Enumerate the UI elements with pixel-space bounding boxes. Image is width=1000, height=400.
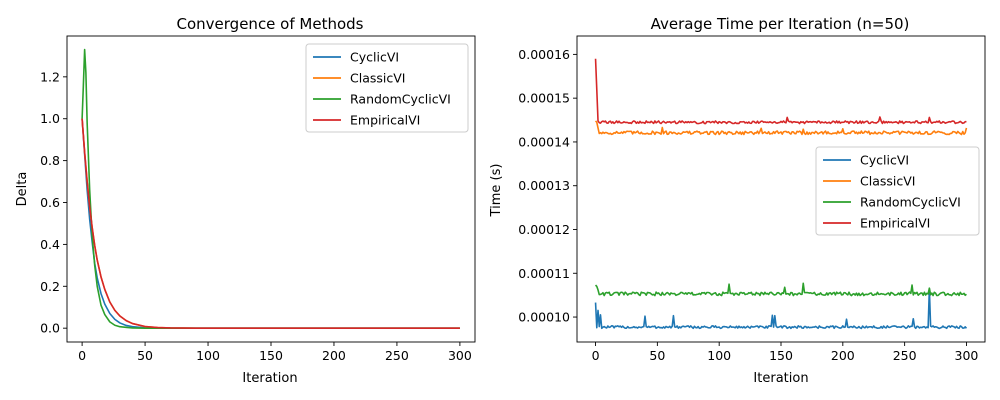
x-tick-label: 150 <box>259 348 283 363</box>
y-tick-label: 0.00012 <box>518 222 570 237</box>
x-tick-label: 100 <box>707 348 731 363</box>
y-tick-label: 1.0 <box>40 111 60 126</box>
chart-title: Convergence of Methods <box>177 15 364 33</box>
series-line-classicvi <box>594 120 968 136</box>
legend-label-randomcyclicvi: RandomCyclicVI <box>350 92 451 107</box>
series-line-randomcyclicvi <box>81 48 460 329</box>
x-tick-label: 150 <box>769 348 793 363</box>
legend-label-empiricalvi: EmpiricalVI <box>860 216 930 231</box>
x-tick-label: 50 <box>137 348 153 363</box>
chart-avg-time: Average Time per Iteration (n=50) 0 50 100… <box>489 15 986 386</box>
x-tick-label: 250 <box>893 348 917 363</box>
x-tick-label: 200 <box>322 348 346 363</box>
x-tick-label: 250 <box>385 348 409 363</box>
legend: CyclicVI ClassicVI RandomCyclicVI Empirical… <box>815 146 980 236</box>
y-tick-label: 0.6 <box>40 195 60 210</box>
x-axis-label: Iteration <box>753 371 808 386</box>
legend: CyclicVI ClassicVI RandomCyclicVI Empirical… <box>305 43 469 133</box>
y-axis-label: Delta <box>15 172 30 207</box>
y-tick-label: 0.00015 <box>518 91 570 106</box>
x-tick-label: 300 <box>955 348 979 363</box>
series-line-classicvi <box>81 118 460 329</box>
x-tick-label: 300 <box>448 348 472 363</box>
legend-label-classicvi: ClassicVI <box>350 71 405 86</box>
legend-label-cyclicvi: CyclicVI <box>860 153 909 168</box>
series-line-empiricalvi <box>81 118 460 329</box>
y-tick-label: 0.00010 <box>518 310 570 325</box>
x-tick-label: 200 <box>831 348 855 363</box>
legend-frame <box>305 43 469 133</box>
chart-title: Average Time per Iteration (n=50) <box>651 15 910 33</box>
legend-frame <box>815 146 980 236</box>
y-tick-label: 0.00014 <box>518 134 570 149</box>
x-tick-label: 100 <box>196 348 220 363</box>
x-tick-label: 50 <box>649 348 665 363</box>
series-line-empiricalvi <box>594 58 967 125</box>
legend-label-empiricalvi: EmpiricalVI <box>350 113 420 128</box>
y-tick-label: 0.0 <box>40 321 60 336</box>
y-tick-label: 0.00013 <box>518 178 570 193</box>
y-tick-label: 0.2 <box>40 279 60 294</box>
x-tick-label: 0 <box>78 348 86 363</box>
x-tick-label: 0 <box>592 348 600 363</box>
chart-convergence: Convergence of Methods 0 50 100 150 200 250 30… <box>15 15 476 386</box>
series-line-cyclicvi <box>594 287 968 330</box>
y-tick-label: 0.00011 <box>518 266 570 281</box>
y-axis-label: Time (s) <box>489 164 504 218</box>
y-tick-label: 0.8 <box>40 153 60 168</box>
legend-label-classicvi: ClassicVI <box>860 174 915 189</box>
y-tick-label: 0.4 <box>40 237 60 252</box>
x-axis-label: Iteration <box>242 371 297 386</box>
y-tick-label: 1.2 <box>40 69 60 84</box>
legend-label-randomcyclicvi: RandomCyclicVI <box>860 195 961 210</box>
y-tick-label: 0.00016 <box>518 47 570 62</box>
legend-label-cyclicvi: CyclicVI <box>350 50 399 65</box>
series-line-randomcyclicvi <box>594 282 967 297</box>
series-line-cyclicvi <box>81 118 460 329</box>
